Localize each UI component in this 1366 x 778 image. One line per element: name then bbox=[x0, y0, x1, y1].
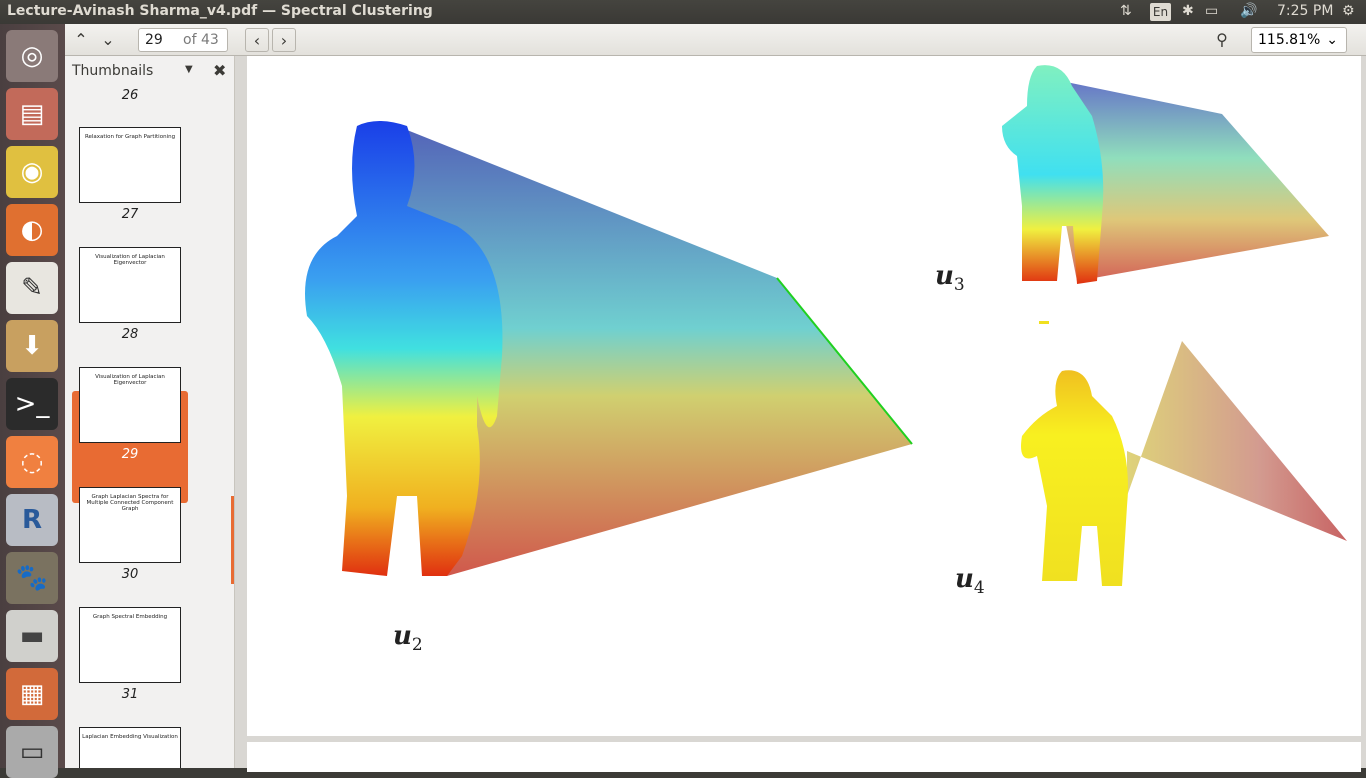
firefox-icon[interactable]: ◐ bbox=[6, 204, 58, 256]
volume-icon[interactable]: 🔊 bbox=[1240, 3, 1258, 19]
thumbnail-page-28[interactable]: Visualization of Laplacian Eigenvector bbox=[79, 247, 181, 323]
history-forward-button[interactable]: › bbox=[272, 28, 296, 52]
label-u2: u2 bbox=[393, 621, 423, 656]
u2-figure bbox=[305, 121, 913, 576]
u2-body bbox=[305, 121, 503, 576]
sidebar-menu-chevron-icon[interactable]: ▼ bbox=[185, 64, 193, 75]
thumbnail-title: Laplacian Embedding Visualization bbox=[82, 734, 178, 740]
document-view: u2 u3 u4 bbox=[235, 56, 1366, 772]
zoom-value: 115.81% bbox=[1258, 32, 1321, 48]
workspace-icon[interactable]: ▭ bbox=[6, 726, 58, 778]
thumbnail-page-number: 28 bbox=[121, 327, 139, 342]
text-editor-icon[interactable]: ✎ bbox=[6, 262, 58, 314]
history-back-button[interactable]: ‹ bbox=[245, 28, 269, 52]
page-total: of 43 bbox=[183, 32, 219, 48]
thumbnail-title: Visualization of Laplacian Eigenvector bbox=[95, 254, 165, 266]
u2-fan bbox=[397, 126, 912, 576]
sidebar-header: Thumbnails ▼ ✖ bbox=[65, 56, 234, 86]
top-panel: Lecture-Avinash Sharma_v4.pdf — Spectral… bbox=[0, 0, 1366, 24]
window-title: Lecture-Avinash Sharma_v4.pdf — Spectral… bbox=[7, 3, 433, 19]
u4-figure bbox=[1021, 341, 1347, 586]
close-icon[interactable]: ✖ bbox=[213, 61, 227, 80]
terminal-icon[interactable]: >_ bbox=[6, 378, 58, 430]
clock[interactable]: 7:25 PM bbox=[1277, 3, 1334, 19]
page-selector[interactable]: 29 of 43 bbox=[138, 28, 228, 52]
viewer-toolbar: ⌃ ⌄ 29 of 43 ‹ › ⚲ 115.81% ⌄ bbox=[65, 24, 1366, 56]
search-icon[interactable]: ⚲ bbox=[1216, 30, 1228, 49]
thumbnail-page-27[interactable]: Relaxation for Graph Partitioning bbox=[79, 127, 181, 203]
launcher: ◎ ▤ ◉ ◐ ✎ ⬇ >_ ◌ R 🐾 ▬ ▦ ▭ bbox=[0, 24, 65, 778]
thumbnail-title: Graph Laplacian Spectra for Multiple Con… bbox=[86, 494, 174, 512]
thumbnail-page-30[interactable]: Graph Laplacian Spectra for Multiple Con… bbox=[79, 487, 181, 563]
thumbnail-page-31[interactable]: Graph Spectral Embedding bbox=[79, 607, 181, 683]
thumbnail-page-number: 31 bbox=[121, 687, 139, 702]
pdf-page: u2 u3 u4 bbox=[247, 56, 1361, 736]
thumbnail-title: Graph Spectral Embedding bbox=[92, 614, 168, 620]
previous-page-button[interactable]: ⌃ bbox=[74, 30, 88, 49]
files-icon[interactable]: ▤ bbox=[6, 88, 58, 140]
thumbnail-page-number: 29 bbox=[121, 447, 139, 462]
gimp-icon[interactable]: 🐾 bbox=[6, 552, 58, 604]
battery-icon[interactable]: ▭ bbox=[1205, 3, 1219, 19]
archive-manager-icon[interactable]: ⬇ bbox=[6, 320, 58, 372]
thumbnail-page-number: 26 bbox=[121, 88, 139, 103]
thumbnail-page-29[interactable]: Visualization of Laplacian Eigenvector bbox=[79, 367, 181, 443]
network-icon[interactable]: ⇅ bbox=[1120, 3, 1132, 19]
u4-fan bbox=[1127, 341, 1347, 541]
software-icon[interactable]: ◌ bbox=[6, 436, 58, 488]
sidebar-scrollbar[interactable] bbox=[231, 496, 234, 584]
scanner-icon[interactable]: ▬ bbox=[6, 610, 58, 662]
r-icon[interactable]: R bbox=[6, 494, 58, 546]
eigenvector-figure bbox=[305, 65, 1347, 586]
u3-fan bbox=[1037, 76, 1329, 281]
gear-icon[interactable]: ⚙ bbox=[1342, 3, 1355, 19]
thumbnail-page-number: 27 bbox=[121, 207, 139, 222]
u3-body bbox=[1002, 65, 1104, 285]
dash-home-icon[interactable]: ◎ bbox=[6, 30, 58, 82]
next-pdf-page bbox=[247, 742, 1361, 772]
u4-body bbox=[1021, 370, 1128, 586]
label-u3: u3 bbox=[935, 261, 965, 296]
thumbnails-sidebar: Thumbnails ▼ ✖ 26 Relaxation for Graph P… bbox=[65, 56, 235, 768]
thumbnail-title: Relaxation for Graph Partitioning bbox=[84, 134, 176, 140]
sidebar-title[interactable]: Thumbnails bbox=[72, 63, 154, 79]
small-mark bbox=[1039, 321, 1049, 324]
page-input[interactable]: 29 bbox=[145, 32, 163, 48]
zoom-select[interactable]: 115.81% ⌄ bbox=[1251, 27, 1347, 53]
thumbnail-title: Visualization of Laplacian Eigenvector bbox=[95, 374, 165, 386]
u3-figure bbox=[1002, 65, 1329, 285]
u2-edge bbox=[776, 277, 913, 445]
next-page-button[interactable]: ⌄ bbox=[101, 30, 115, 49]
thumbnail-page-number: 30 bbox=[121, 567, 139, 582]
keyboard-layout-indicator[interactable]: En bbox=[1150, 3, 1171, 21]
chrome-icon[interactable]: ◉ bbox=[6, 146, 58, 198]
thumbnail-page-32[interactable]: Laplacian Embedding Visualization bbox=[79, 727, 181, 768]
bluetooth-icon[interactable]: ✱ bbox=[1182, 3, 1194, 19]
label-u4: u4 bbox=[955, 564, 985, 599]
document-viewer-icon[interactable]: ▦ bbox=[6, 668, 58, 720]
chevron-down-icon: ⌄ bbox=[1326, 32, 1338, 48]
